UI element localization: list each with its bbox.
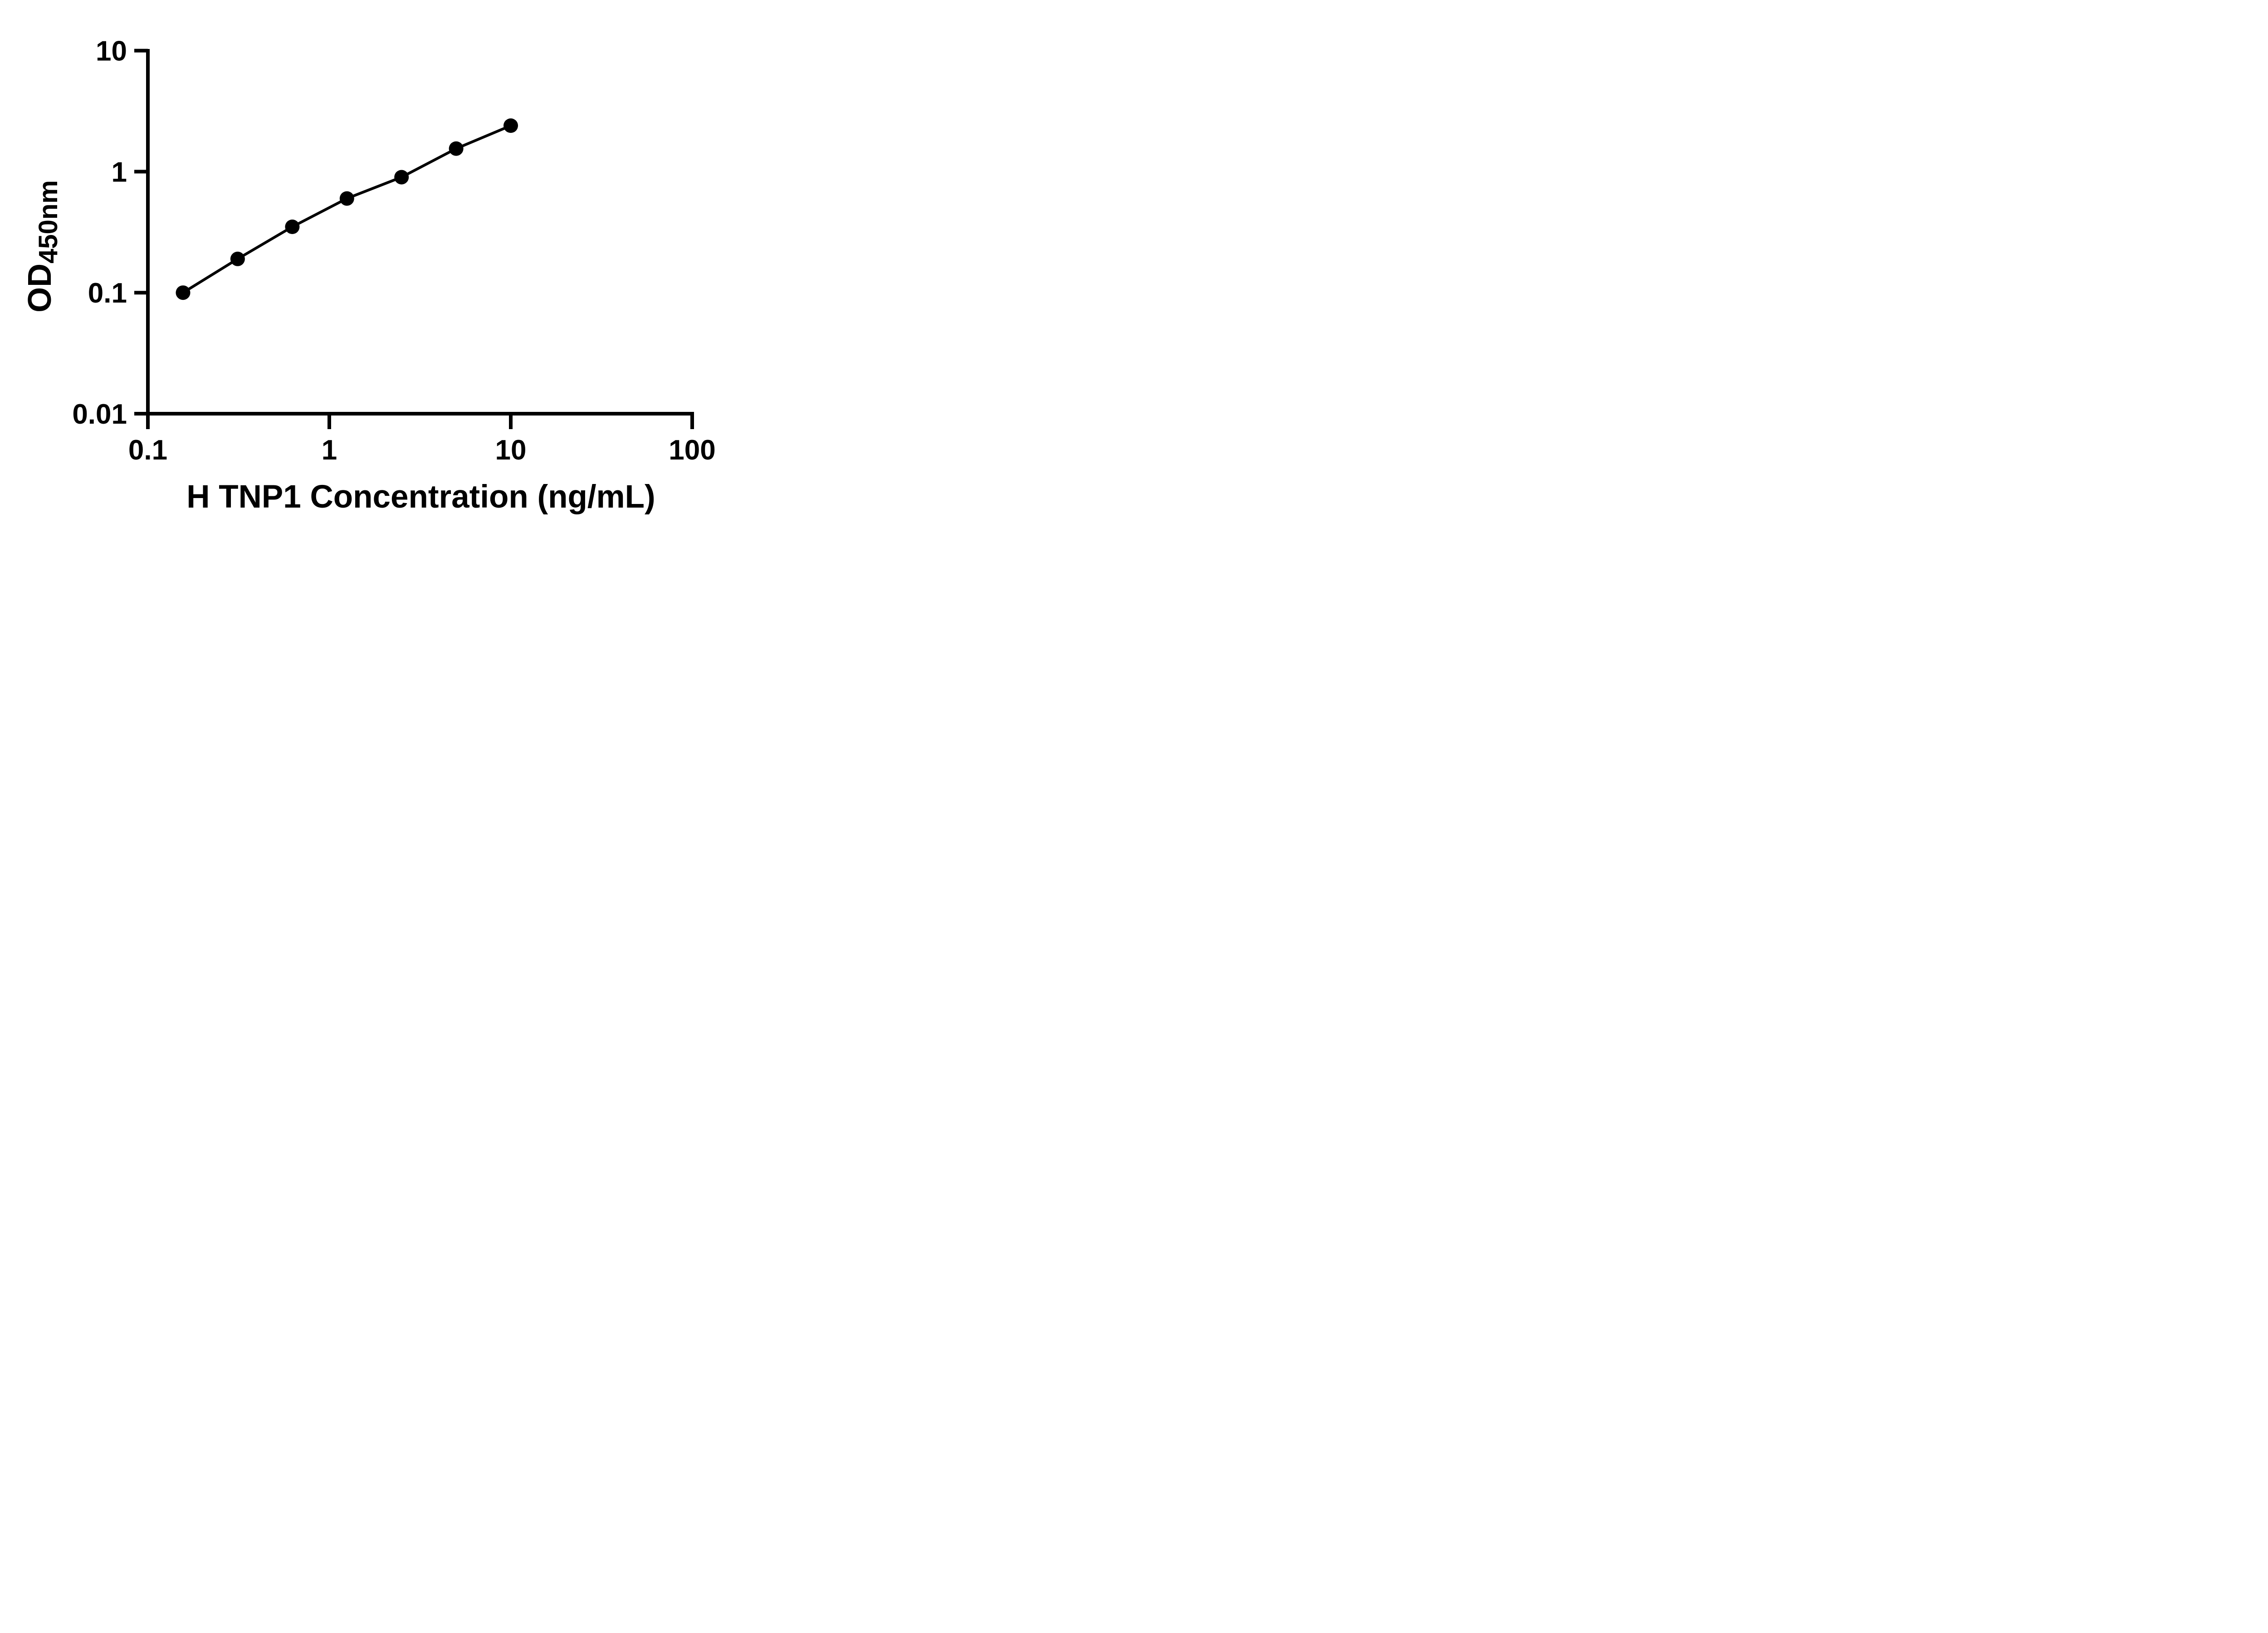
x-tick-label: 0.1: [128, 435, 167, 466]
data-point-marker: [285, 220, 300, 234]
x-tick-label: 100: [669, 435, 715, 466]
x-tick-label: 10: [495, 435, 527, 466]
x-axis-title: H TNP1 Concentration (ng/mL): [186, 479, 655, 515]
data-point-marker: [230, 251, 245, 266]
y-axis-title: OD450nm: [22, 180, 63, 313]
y-tick-label: 1: [112, 156, 127, 188]
curve: [176, 118, 518, 300]
elisa-standard-curve-figure: 0.01 0.1 1 10 0.1 1 10 100 H TNP1 Concentration…: [0, 0, 776, 544]
x-tick-label: 1: [322, 435, 337, 466]
data-point-marker: [449, 141, 464, 156]
data-point-marker: [339, 191, 354, 206]
axes: [134, 49, 694, 429]
data-point-marker: [394, 170, 409, 185]
data-point-marker: [503, 118, 518, 133]
y-tick-label: 10: [96, 36, 127, 67]
y-axis-title-main: OD: [22, 264, 58, 313]
data-point-marker: [176, 285, 191, 300]
y-tick-label: 0.1: [88, 278, 127, 309]
y-axis-title-subscript: 450nm: [34, 180, 63, 264]
y-tick-label: 0.01: [72, 399, 127, 430]
